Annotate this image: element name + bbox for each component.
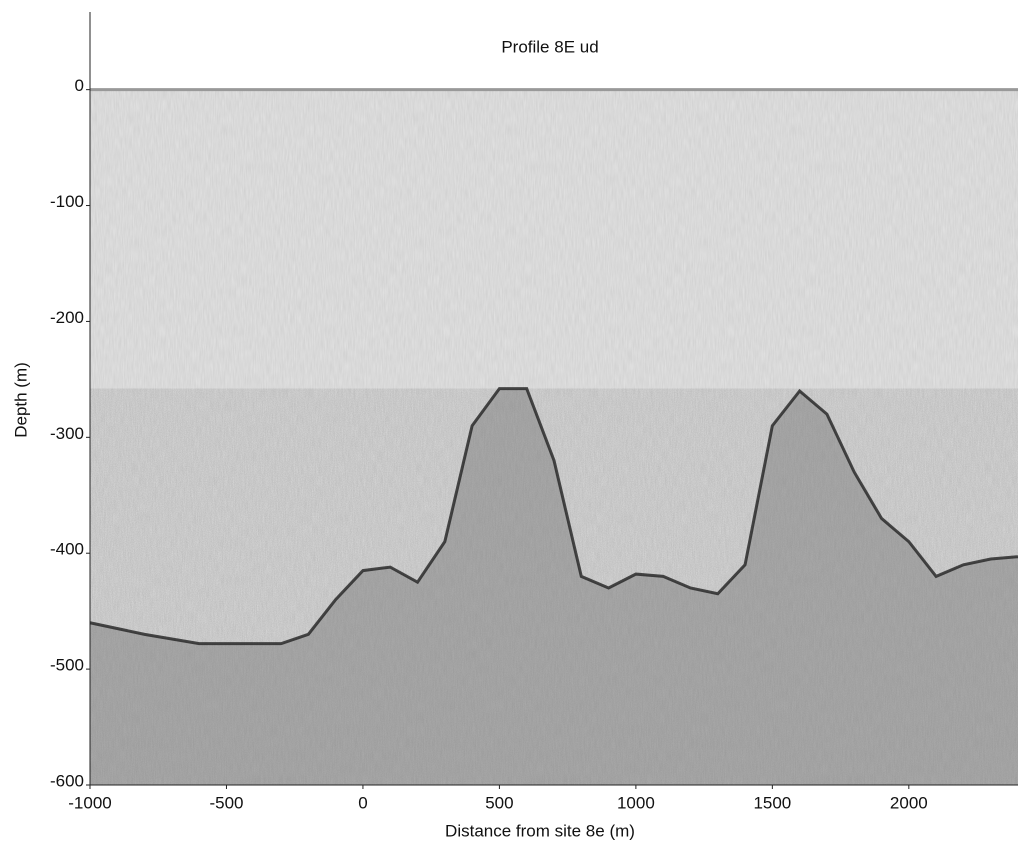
plot-area: 0 -100 -200 -300 -400 -500 -600 -1000 -500 0 500 10…: [50, 12, 1018, 812]
x-tick-label: 2000: [890, 793, 928, 812]
seabed-texture: [90, 388, 1018, 785]
x-tick-label: -1000: [68, 793, 111, 812]
x-tick-label: 1000: [617, 793, 655, 812]
y-tick-label: -300: [50, 424, 84, 443]
x-axis-label: Distance from site 8e (m): [445, 821, 635, 840]
y-tick-label: 0: [75, 76, 84, 95]
y-tick-label: -100: [50, 192, 84, 211]
chart-title: Profile 8E ud: [501, 37, 598, 56]
x-tick-label: 500: [485, 793, 513, 812]
y-tick-label: -400: [50, 540, 84, 559]
x-tick-label: -500: [209, 793, 243, 812]
x-tick-label: 1500: [753, 793, 791, 812]
seabed-line: [89, 387, 1018, 646]
y-axis-label: Depth (m): [11, 362, 30, 438]
x-tick-label: 0: [358, 793, 367, 812]
y-tick-label: -200: [50, 308, 84, 327]
y-tick-label: -600: [50, 771, 84, 790]
y-tick-label: -500: [50, 656, 84, 675]
